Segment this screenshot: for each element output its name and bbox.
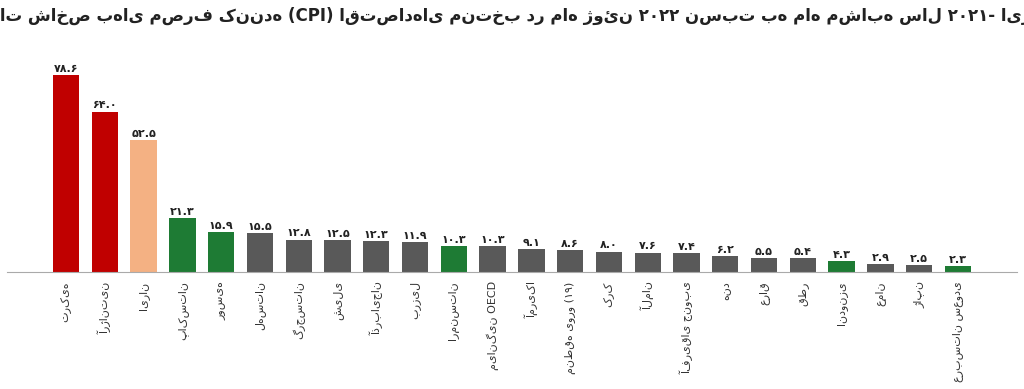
Bar [828, 261, 855, 272]
Bar [751, 258, 777, 272]
Bar [53, 75, 79, 272]
Text: ۱۱.۹: ۱۱.۹ [402, 231, 427, 241]
Text: ۶۴.۰: ۶۴.۰ [92, 100, 117, 110]
Text: ۴.۳: ۴.۳ [833, 250, 851, 259]
Bar [130, 140, 157, 272]
Text: ۵.۵: ۵.۵ [755, 247, 773, 257]
Text: ۵.۴: ۵.۴ [794, 247, 812, 257]
Bar [479, 246, 506, 272]
Text: ۶.۲: ۶.۲ [717, 245, 734, 255]
Bar [325, 240, 350, 272]
Title: درصد تغییرات شاخص بهای مصرف کننده (CPI) اقتصادهای منتخب در ماه ژوئن ۲۰۲۲ نسبت به: درصد تغییرات شاخص بهای مصرف کننده (CPI) … [0, 7, 1024, 25]
Text: ۱۰.۳: ۱۰.۳ [441, 235, 466, 245]
Bar [518, 249, 545, 272]
Bar [674, 253, 699, 272]
Text: ۹.۱: ۹.۱ [522, 238, 541, 248]
Text: ۸.۰: ۸.۰ [600, 240, 617, 251]
Bar [169, 218, 196, 272]
Bar [208, 232, 234, 272]
Text: ۱۲.۳: ۱۲.۳ [364, 230, 389, 240]
Bar [364, 241, 389, 272]
Bar [91, 112, 118, 272]
Text: ۱۵.۹: ۱۵.۹ [209, 221, 233, 231]
Bar [247, 233, 273, 272]
Bar [401, 242, 428, 272]
Bar [557, 250, 584, 272]
Bar [712, 256, 738, 272]
Text: ۱۲.۵: ۱۲.۵ [326, 229, 350, 239]
Text: ۷.۴: ۷.۴ [678, 242, 695, 252]
Bar [635, 252, 660, 272]
Text: ۲۱.۳: ۲۱.۳ [170, 207, 195, 217]
Bar [596, 252, 623, 272]
Bar [440, 246, 467, 272]
Text: ۷۸.۶: ۷۸.۶ [54, 64, 78, 74]
Text: ۷.۶: ۷.۶ [639, 241, 656, 251]
Text: ۱۰.۳: ۱۰.۳ [480, 235, 505, 245]
Text: ۲.۹: ۲.۹ [871, 253, 889, 263]
Bar [867, 265, 894, 272]
Bar [945, 266, 971, 272]
Text: ۲.۳: ۲.۳ [949, 254, 967, 265]
Bar [286, 240, 312, 272]
Text: ۸.۶: ۸.۶ [561, 239, 579, 249]
Text: ۱۵.۵: ۱۵.۵ [248, 222, 272, 231]
Bar [906, 265, 933, 272]
Text: ۱۲.۸: ۱۲.۸ [287, 228, 311, 238]
Text: ۵۲.۵: ۵۲.۵ [131, 129, 156, 139]
Bar [790, 258, 816, 272]
Text: ۲.۵: ۲.۵ [910, 254, 928, 264]
